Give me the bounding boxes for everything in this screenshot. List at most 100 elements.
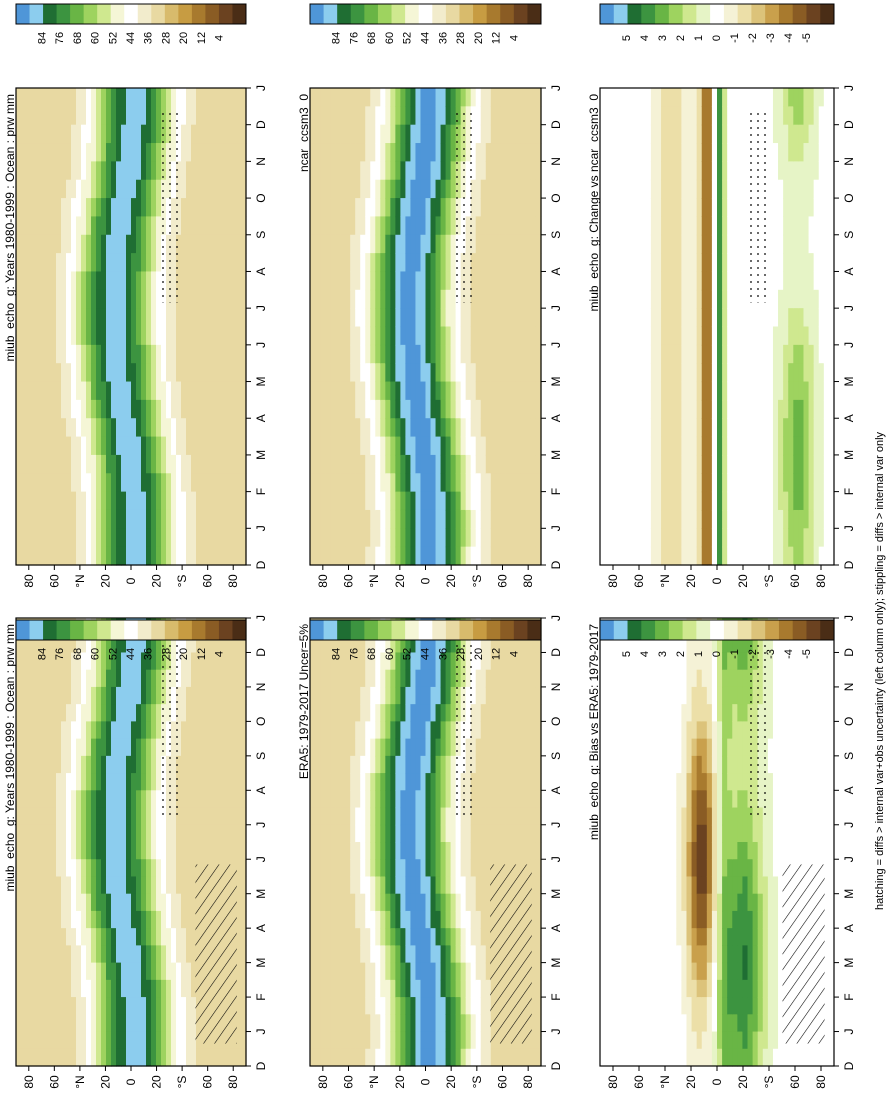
heatmap-cell (625, 436, 632, 456)
heatmap-cell (630, 124, 637, 144)
heatmap-cell (520, 106, 527, 126)
heatmap-cell (31, 928, 37, 946)
heatmap-cell (405, 326, 412, 346)
heatmap-cell (823, 528, 830, 548)
heatmap-cell (325, 88, 331, 107)
heatmap-cell (415, 124, 422, 144)
heatmap-cell (66, 143, 72, 162)
heatmap-cell (16, 344, 22, 364)
heatmap-cell (600, 418, 606, 438)
heatmap-cell (236, 807, 242, 826)
heatmap-cell (196, 773, 202, 791)
heatmap-cell (131, 686, 137, 705)
heatmap-cell (722, 289, 728, 309)
heatmap-cell (211, 509, 217, 529)
heatmap-cell (186, 910, 192, 929)
heatmap-cell (36, 824, 42, 843)
heatmap-cell (630, 528, 637, 548)
heatmap-cell (206, 381, 212, 401)
colorbar-label: 76 (54, 32, 66, 44)
heatmap-cell (216, 399, 222, 419)
heatmap-cell (51, 436, 57, 456)
heatmap-cell (206, 308, 212, 328)
heatmap-cell (211, 755, 217, 774)
heatmap-cell (31, 755, 37, 774)
heatmap-cell (106, 721, 112, 740)
heatmap-cell (515, 161, 522, 181)
heatmap-cell (823, 454, 830, 474)
heatmap-cell (41, 928, 47, 946)
heatmap-cell (717, 509, 723, 529)
heatmap-cell (166, 928, 172, 946)
heatmap-cell (236, 859, 242, 878)
heatmap-cell (66, 253, 72, 273)
heatmap-cell (211, 454, 217, 474)
heatmap-cell (355, 454, 361, 474)
heatmap-cell (226, 289, 232, 309)
heatmap-cell (191, 473, 197, 493)
heatmap-cell (141, 1014, 147, 1033)
heatmap-cell (505, 381, 512, 401)
heatmap-cell (236, 106, 242, 126)
heatmap-cell (71, 161, 77, 181)
heatmap-cell (470, 308, 477, 328)
heatmap-cell (46, 652, 52, 671)
heatmap-cell (737, 216, 744, 236)
heatmap-cell (226, 124, 232, 144)
heatmap-cell (66, 161, 72, 181)
colorbar-swatch (486, 4, 501, 24)
heatmap-cell (778, 509, 784, 529)
heatmap-cell (136, 824, 142, 843)
heatmap-cell (772, 454, 779, 474)
month-tick-label: O (254, 193, 268, 202)
heatmap-cell (380, 418, 386, 438)
heatmap-cell (151, 381, 157, 401)
heatmap-cell (196, 344, 202, 364)
heatmap-cell (201, 399, 207, 419)
heatmap-cell (722, 363, 728, 383)
heatmap-cell (31, 721, 37, 740)
heatmap-cell (320, 418, 326, 438)
heatmap-cell (520, 473, 527, 493)
heatmap-cell (31, 326, 37, 346)
heatmap-cell (196, 179, 202, 199)
heatmap-cell (186, 1048, 192, 1067)
heatmap-cell (126, 824, 132, 843)
heatmap-cell (640, 399, 647, 419)
heatmap-cell (655, 143, 662, 162)
heatmap-cell (330, 216, 336, 236)
heatmap-cell (510, 88, 517, 107)
colorbar-swatch (459, 4, 474, 24)
heatmap-cell (221, 1048, 227, 1067)
heatmap-cell (711, 344, 718, 364)
heatmap-cell (711, 289, 718, 309)
heatmap-cell (405, 234, 412, 254)
heatmap-cell (661, 308, 667, 328)
heatmap-cell (71, 738, 77, 757)
heatmap-cell (136, 876, 142, 895)
heatmap-cell (355, 253, 361, 273)
heatmap-cell (76, 721, 82, 740)
heatmap-cell (762, 381, 769, 401)
heatmap-cell (56, 399, 62, 419)
heatmap-cell (440, 198, 447, 218)
heatmap-cell (808, 381, 815, 401)
heatmap-cell (71, 289, 77, 309)
heatmap-cell (360, 436, 366, 456)
heatmap-cell (66, 979, 72, 998)
heatmap-cell (226, 546, 232, 566)
heatmap-cell (605, 399, 611, 419)
heatmap-cell (600, 308, 606, 328)
heatmap-cell (345, 88, 351, 107)
heatmap-cell (385, 143, 391, 162)
heatmap-cell (166, 509, 172, 529)
heatmap-cell (176, 88, 182, 107)
heatmap-cell (320, 216, 326, 236)
heatmap-cell (520, 143, 527, 162)
heatmap-cell (16, 326, 22, 346)
heatmap-cell (666, 106, 672, 126)
heatmap-cell (380, 509, 386, 529)
heatmap-cell (500, 528, 507, 548)
heatmap-cell (783, 308, 789, 328)
heatmap-cell (46, 289, 52, 309)
